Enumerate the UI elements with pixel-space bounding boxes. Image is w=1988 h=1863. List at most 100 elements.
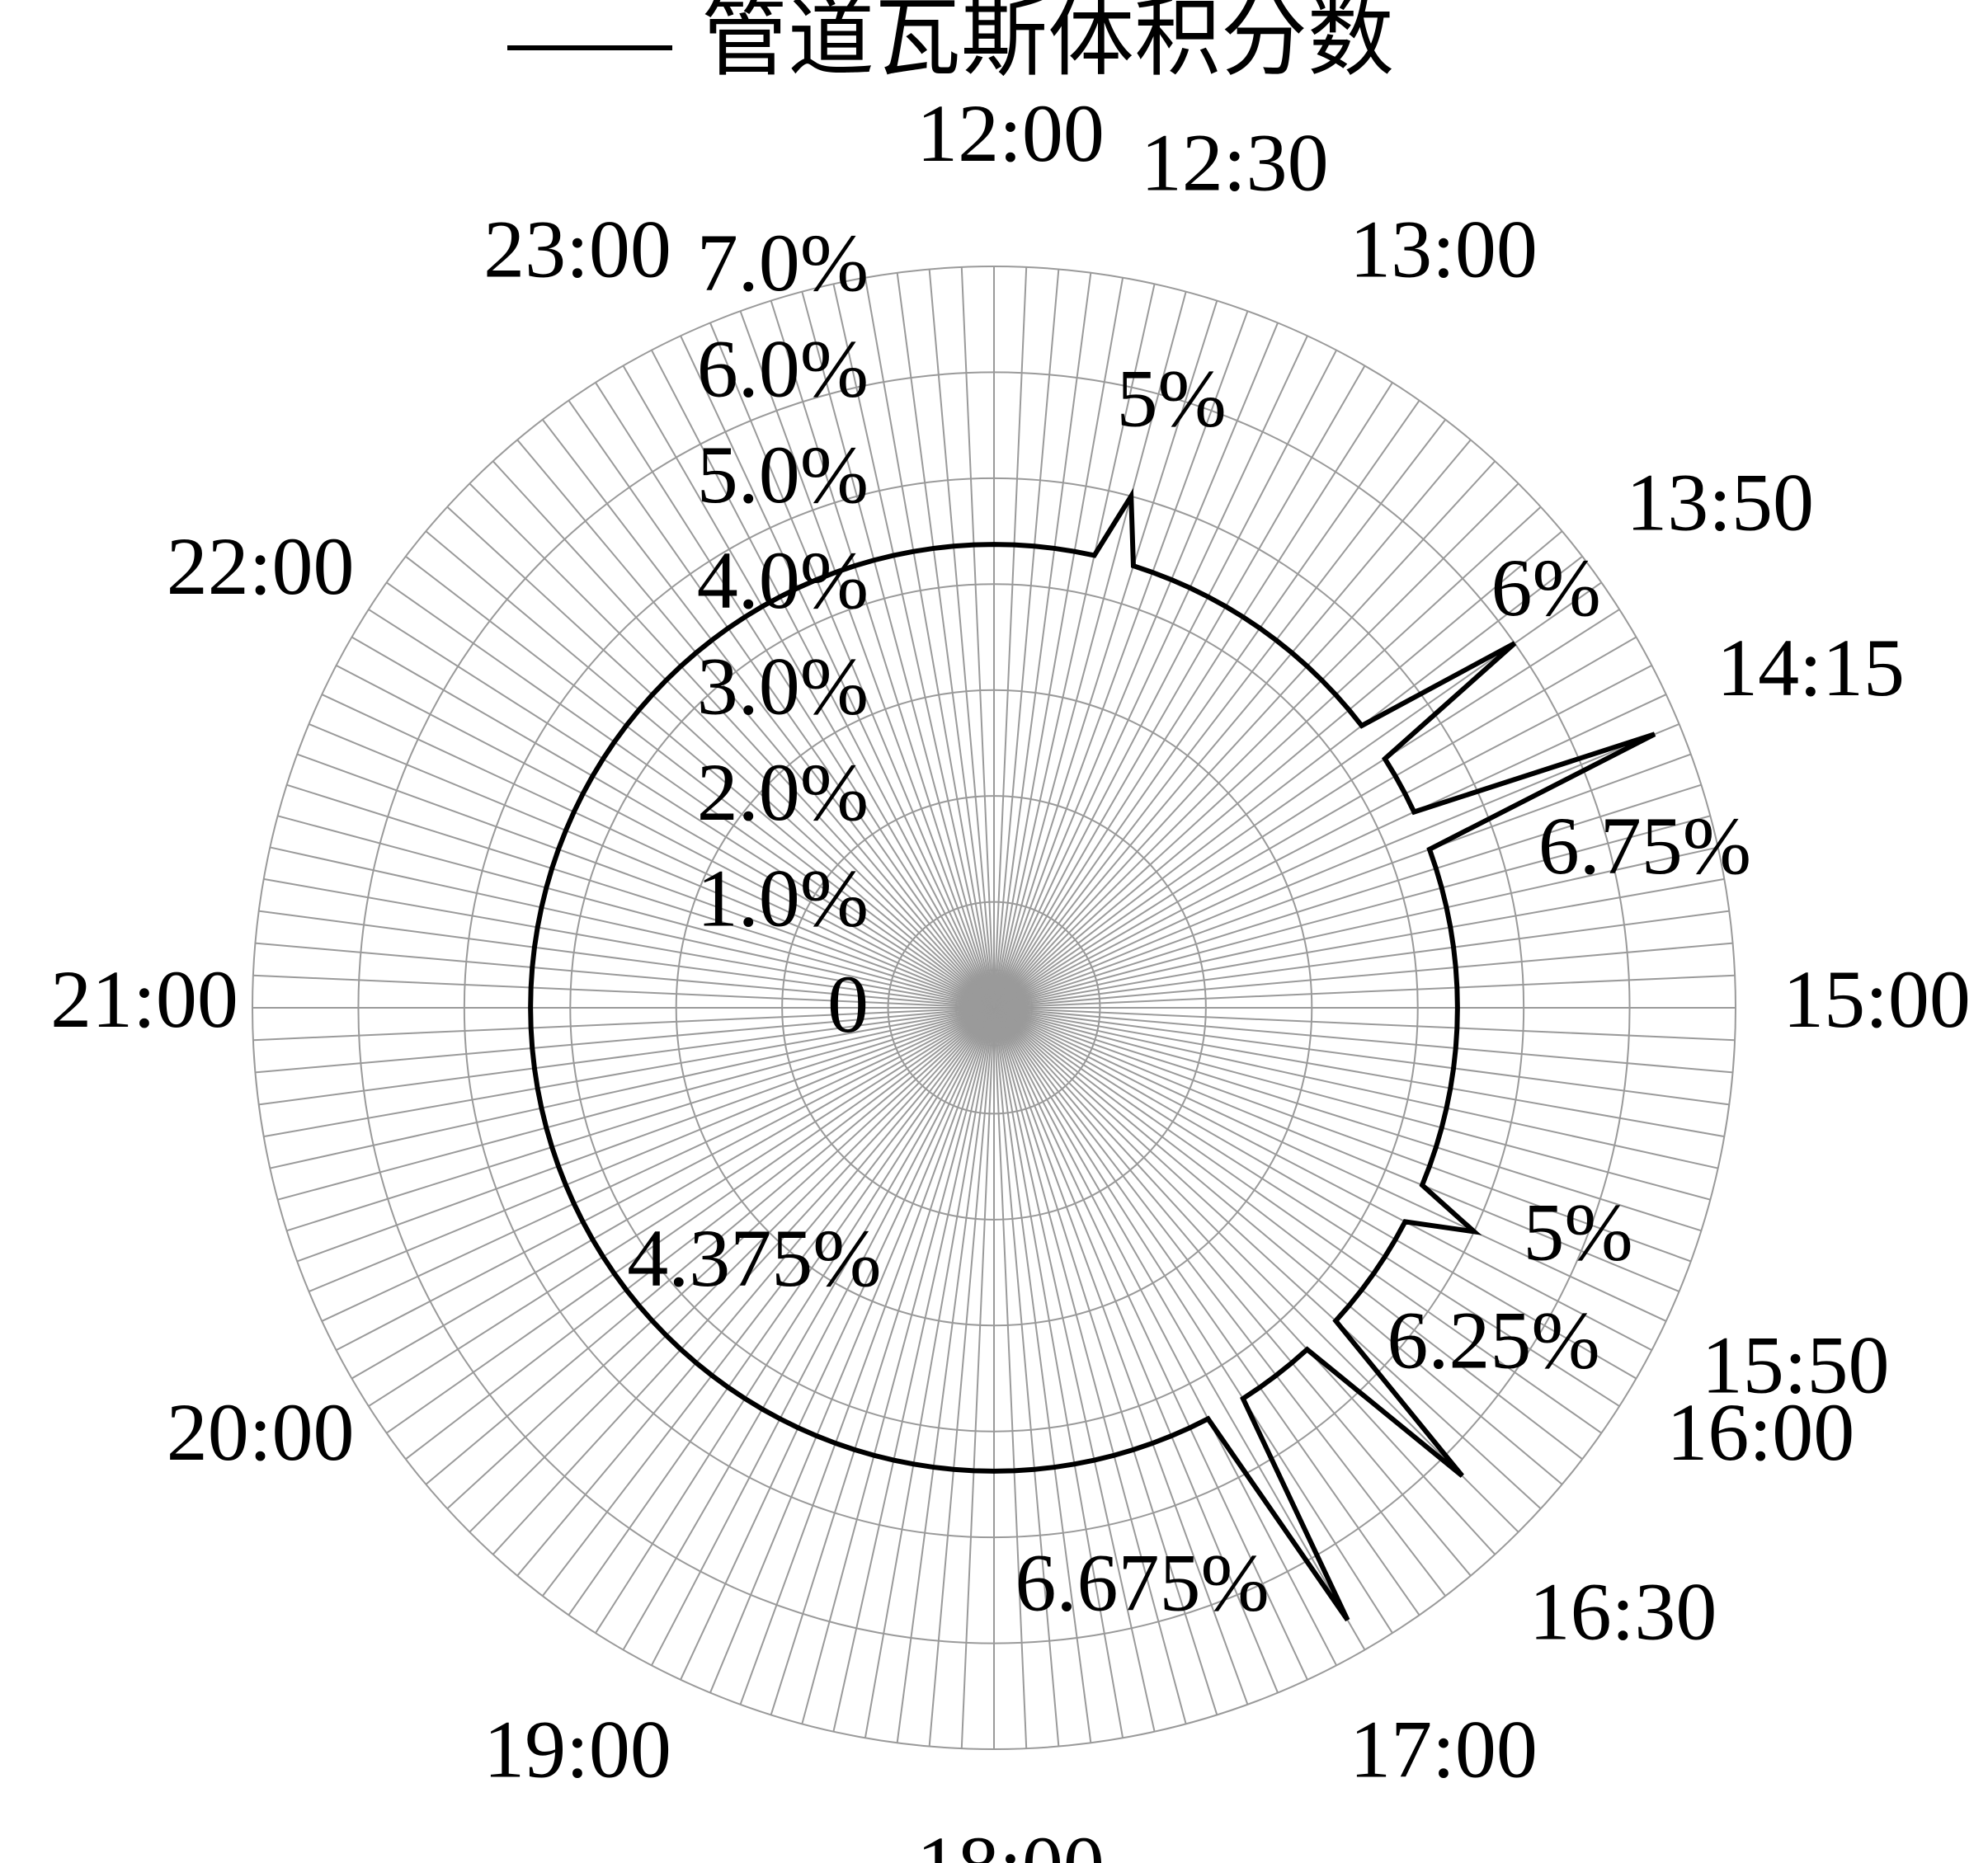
y-tick-label: 2.0% [697, 746, 869, 838]
spoke [277, 1007, 995, 1201]
spoke [993, 272, 1092, 1009]
spoke [993, 1007, 1156, 1732]
spoke [993, 609, 1620, 1009]
spoke [993, 530, 1563, 1009]
spoke [993, 1007, 1366, 1651]
spoke [651, 350, 995, 1009]
spoke [321, 694, 995, 1009]
spoke [993, 1007, 1092, 1743]
spoke [770, 1007, 995, 1715]
spoke [993, 636, 1637, 1009]
spoke [993, 723, 1679, 1009]
spoke [446, 506, 995, 1009]
spoke [896, 272, 995, 1009]
spoke [993, 1007, 1249, 1705]
spoke [309, 1007, 995, 1292]
spoke [993, 419, 1447, 1009]
value-label: 5% [1523, 1186, 1632, 1277]
spoke [541, 1007, 995, 1597]
spoke [993, 350, 1337, 1009]
value-label: 6.25% [1387, 1295, 1599, 1386]
value-label: 6.75% [1538, 800, 1751, 892]
category-label: 15:50 [1702, 1320, 1890, 1411]
spoke [993, 1007, 1496, 1555]
category-label: 16:30 [1529, 1565, 1717, 1657]
spoke [993, 1007, 1679, 1292]
spoke [993, 1007, 1711, 1201]
spoke [516, 1007, 995, 1577]
spoke [469, 1007, 995, 1533]
spoke [993, 846, 1718, 1009]
spoke [993, 1007, 1718, 1169]
spoke [993, 310, 1249, 1009]
value-label: 6% [1491, 542, 1601, 633]
spoke [252, 1007, 995, 1042]
spoke [993, 1007, 1620, 1407]
category-label: 20:00 [167, 1386, 355, 1478]
spoke [709, 322, 995, 1009]
y-tick-label: 5.0% [697, 429, 869, 520]
category-label: 17:00 [1350, 1703, 1538, 1795]
spoke [993, 365, 1366, 1009]
spoke [864, 277, 995, 1009]
spoke [993, 1007, 1420, 1616]
spoke [993, 1007, 1218, 1715]
spoke [336, 665, 995, 1009]
spoke [993, 1007, 1187, 1724]
spoke [993, 942, 1733, 1009]
spoke [622, 365, 995, 1009]
spoke [386, 581, 995, 1009]
spoke [296, 753, 995, 1009]
spoke [680, 335, 995, 1009]
y-tick-label: 0 [827, 958, 869, 1050]
spoke [993, 1007, 1124, 1738]
spoke [993, 1007, 1692, 1263]
spoke [993, 753, 1692, 1009]
spoke [801, 291, 995, 1009]
spoke [595, 1007, 995, 1634]
spoke [351, 636, 995, 1009]
spoke [263, 877, 995, 1009]
spoke [993, 1007, 1393, 1634]
legend-label: 管道瓦斯体积分数 [701, 0, 1394, 87]
category-label: 16:00 [1666, 1386, 1854, 1478]
marks [528, 487, 1656, 1622]
spoke [263, 1007, 995, 1138]
spoke [568, 1007, 995, 1616]
spoke [595, 382, 995, 1009]
spoke [993, 1007, 1472, 1577]
spoke [351, 1007, 995, 1380]
spoke [336, 1007, 995, 1351]
spoke [469, 482, 995, 1009]
spoke [425, 1007, 995, 1485]
spoke [258, 1007, 995, 1106]
spoke [739, 1007, 995, 1705]
spoke [568, 400, 995, 1009]
spoke [993, 291, 1187, 1009]
spoke [255, 942, 995, 1009]
spoke [739, 310, 995, 1009]
spoke [993, 1007, 1337, 1666]
spoke [993, 1007, 1308, 1681]
category-label: 18:00 [916, 1819, 1105, 1863]
category-label: 14:15 [1717, 622, 1905, 713]
spoke [832, 1007, 995, 1732]
spoke [405, 1007, 995, 1461]
y-tick-label: 4.0% [697, 534, 869, 626]
value-label: 4.375% [627, 1212, 881, 1304]
spoke [993, 269, 1060, 1009]
spoke [993, 1007, 1447, 1597]
spoke [993, 460, 1496, 1009]
spoke [993, 482, 1519, 1009]
spoke [993, 665, 1652, 1009]
spoke [993, 400, 1420, 1009]
spoke [446, 1007, 995, 1510]
spoke [286, 1007, 995, 1232]
spoke [286, 783, 995, 1009]
spoke [680, 1007, 995, 1681]
spoke [993, 1007, 1279, 1693]
spoke [960, 1007, 995, 1749]
spoke [993, 1007, 1736, 1042]
spoke [993, 277, 1124, 1009]
